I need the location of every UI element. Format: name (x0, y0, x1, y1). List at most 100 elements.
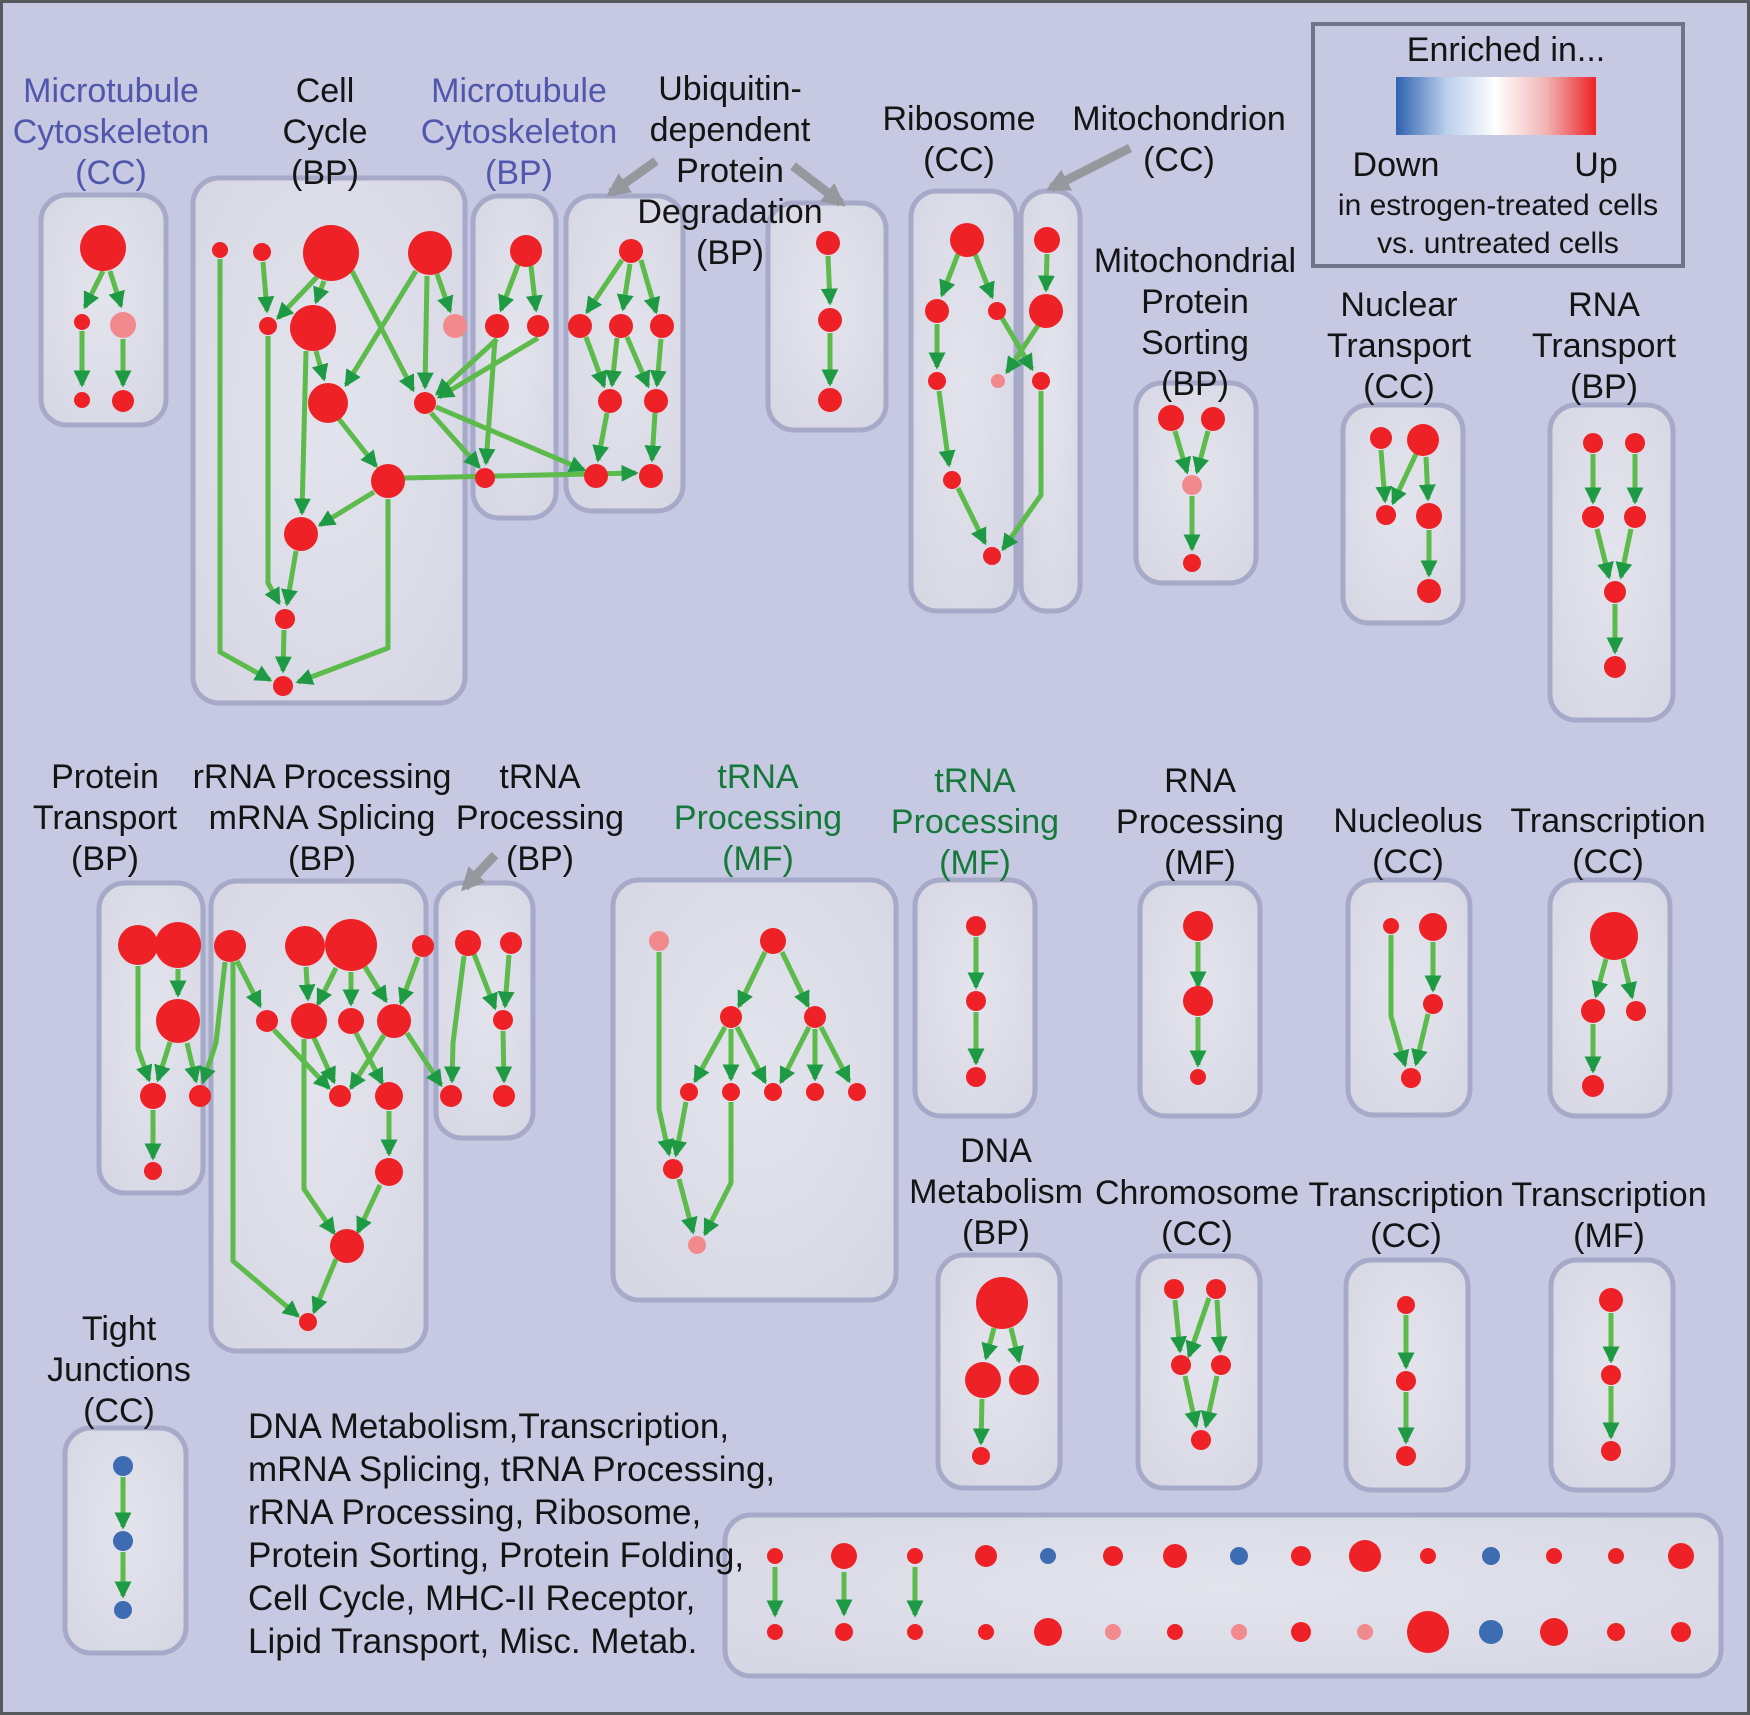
go-term-node (1158, 405, 1184, 431)
edge-arrow (478, 338, 498, 466)
go-term-node (966, 1067, 986, 1087)
go-term-node (273, 676, 293, 696)
go-term-node (1103, 1546, 1123, 1566)
go-term-node (1396, 1371, 1416, 1391)
go-term-node (568, 314, 592, 338)
go-term-node (1417, 579, 1441, 603)
go-term-node (1231, 1624, 1247, 1640)
edge-arrow (404, 1031, 444, 1088)
edge-arrow (936, 390, 956, 468)
edge-arrow (1620, 958, 1637, 1000)
go-term-node (1396, 1446, 1416, 1466)
go-term-node (1540, 1618, 1568, 1646)
cluster-label-rna-processing-mf: RNA Processing (MF) (1115, 762, 1285, 882)
go-term-node (818, 308, 842, 332)
go-term-node (1671, 1622, 1691, 1642)
go-term-node (1601, 1441, 1621, 1461)
edge-arrow (616, 263, 634, 312)
go-term-node (377, 1004, 411, 1038)
go-term-node (816, 231, 840, 255)
edge-arrow (497, 954, 515, 1009)
go-term-node (1423, 994, 1443, 1014)
annotation-arrows-layer (460, 143, 1133, 892)
go-term-node (527, 315, 549, 337)
go-term-node (375, 1158, 403, 1186)
cluster-label-nucleolus-cc: Nucleolus (CC) (1333, 802, 1483, 881)
edge-arrow (416, 275, 434, 390)
microtubule-cytoskeleton-bp-box (470, 193, 559, 521)
go-term-node (1601, 1365, 1621, 1385)
edge-arrow (1172, 430, 1192, 475)
edge-arrow (1182, 1375, 1202, 1429)
legend-subtitle-line2: vs. untreated cells (1377, 227, 1619, 260)
go-term-node (1164, 1279, 1184, 1299)
edge-arrow (264, 336, 282, 606)
go-term-node (907, 1548, 923, 1564)
go-term-node (1357, 1624, 1373, 1640)
go-term-node (966, 991, 986, 1011)
edge-arrow (107, 270, 125, 309)
edge-arrow (471, 953, 498, 1011)
go-term-node (212, 242, 228, 258)
go-term-node (1029, 294, 1063, 328)
go-term-node (443, 314, 467, 338)
go-term-node (1626, 1001, 1646, 1021)
microtubule-cytoskeleton-cc-box (38, 192, 169, 428)
edge-arrow (583, 336, 607, 389)
go-term-node (1040, 1548, 1056, 1564)
cluster-label-chromosome-cc: Chromosome (CC) (1094, 1174, 1300, 1253)
edge-arrow (1007, 1327, 1024, 1364)
edge-arrow (736, 950, 768, 1009)
legend-box (1311, 22, 1685, 268)
go-term-node (1582, 1075, 1604, 1097)
cluster-label-trna-processing-mf-1: tRNA Processing (MF) (673, 758, 843, 878)
go-term-node (1009, 1365, 1039, 1395)
edge-arrow (337, 417, 378, 469)
go-term-node (1370, 427, 1392, 449)
cluster-label-transcription-cc-mid: Transcription (CC) (1510, 802, 1706, 881)
cluster-label-tight-junctions-cc: Tight Junctions (CC) (47, 1310, 191, 1430)
go-term-node (1230, 1547, 1248, 1565)
go-term-node (767, 1548, 783, 1564)
go-term-node (1546, 1548, 1562, 1564)
go-term-node (440, 1085, 462, 1107)
edge-arrow (820, 255, 838, 306)
edge-arrow (1615, 528, 1634, 580)
go-term-node (848, 1083, 866, 1101)
go-term-node (639, 464, 663, 488)
legend-subtitle-line1: in estrogen-treated cells (1337, 189, 1659, 222)
go-term-node (110, 312, 136, 338)
cluster-label-trna-processing-mf-2: tRNA Processing (MF) (890, 762, 1060, 882)
edge-arrow (362, 965, 389, 1004)
go-term-node (972, 1447, 990, 1465)
go-term-node (259, 317, 277, 335)
go-term-node (325, 919, 377, 971)
go-term-node (485, 314, 509, 338)
go-term-node (114, 1601, 132, 1619)
cross-cluster-edge-arrow (999, 316, 1035, 372)
edge-arrow (638, 259, 661, 315)
nodes-layer (74, 223, 1694, 1653)
edge-arrow (1200, 1375, 1220, 1429)
edge-arrow (624, 336, 651, 389)
edge-arrow (939, 253, 961, 298)
go-term-node (688, 1236, 706, 1254)
go-term-node (284, 517, 318, 551)
go-term-node (253, 243, 271, 261)
go-term-node (371, 464, 405, 498)
go-term-node (1201, 407, 1225, 431)
cluster-label-mitochondrion-cc: Mitochondrion (CC) (1072, 100, 1286, 179)
go-term-node (1625, 433, 1645, 453)
go-term-node (338, 1008, 364, 1034)
go-term-node (290, 305, 336, 351)
go-term-node (303, 225, 359, 281)
cluster-label-transcription-cc-low: Transcription (CC) (1308, 1176, 1504, 1255)
go-term-node (1608, 1548, 1624, 1564)
go-term-node (1401, 1068, 1421, 1088)
go-term-node (978, 1624, 994, 1640)
edge-arrow (276, 275, 319, 320)
go-term-node (144, 1162, 162, 1180)
go-term-node (1163, 1544, 1187, 1568)
edge-arrow (295, 499, 391, 685)
